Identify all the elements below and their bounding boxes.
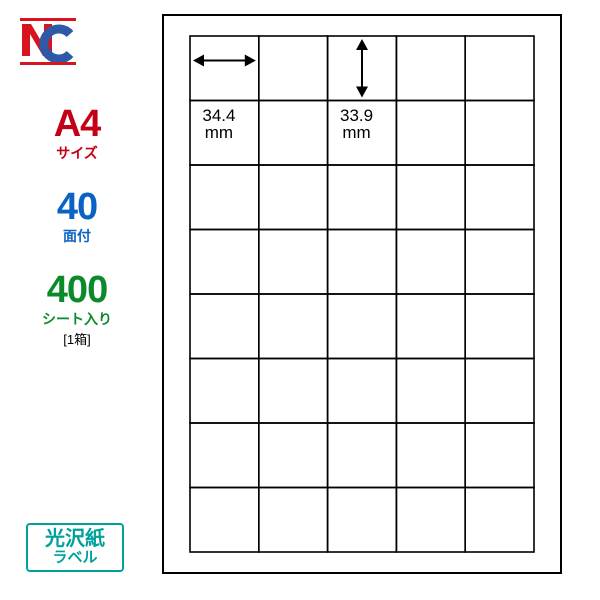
height-dimension-label: 33.9mm [340, 107, 373, 143]
spec-faces-label: 面付 [22, 228, 132, 245]
spec-size-label: サイズ [22, 145, 132, 162]
brand-logo [18, 18, 78, 68]
badge-line2: ラベル [28, 550, 122, 567]
sheet-svg [162, 14, 562, 574]
spec-faces: 40 面付 [22, 188, 132, 245]
logo-bar [20, 18, 76, 21]
spec-sheets-label: シート入り [22, 311, 132, 328]
width-dimension-label: 34.4mm [202, 107, 235, 143]
logo-c-glyph [44, 29, 70, 59]
spec-list: A4 サイズ 40 面付 400 シート入り [1箱] [22, 105, 132, 348]
logo-bar [20, 62, 76, 65]
spec-sheets-value: 400 [22, 271, 132, 309]
badge-line1: 光沢紙 [28, 529, 122, 549]
paper-type-badge: 光沢紙 ラベル [26, 523, 124, 573]
label-sheet-diagram: 34.4mm 33.9mm [162, 14, 562, 574]
spec-sheets-note: [1箱] [22, 329, 132, 348]
spec-size: A4 サイズ [22, 105, 132, 162]
spec-sheets: 400 シート入り [1箱] [22, 271, 132, 349]
spec-size-value: A4 [22, 105, 132, 143]
spec-faces-value: 40 [22, 188, 132, 226]
